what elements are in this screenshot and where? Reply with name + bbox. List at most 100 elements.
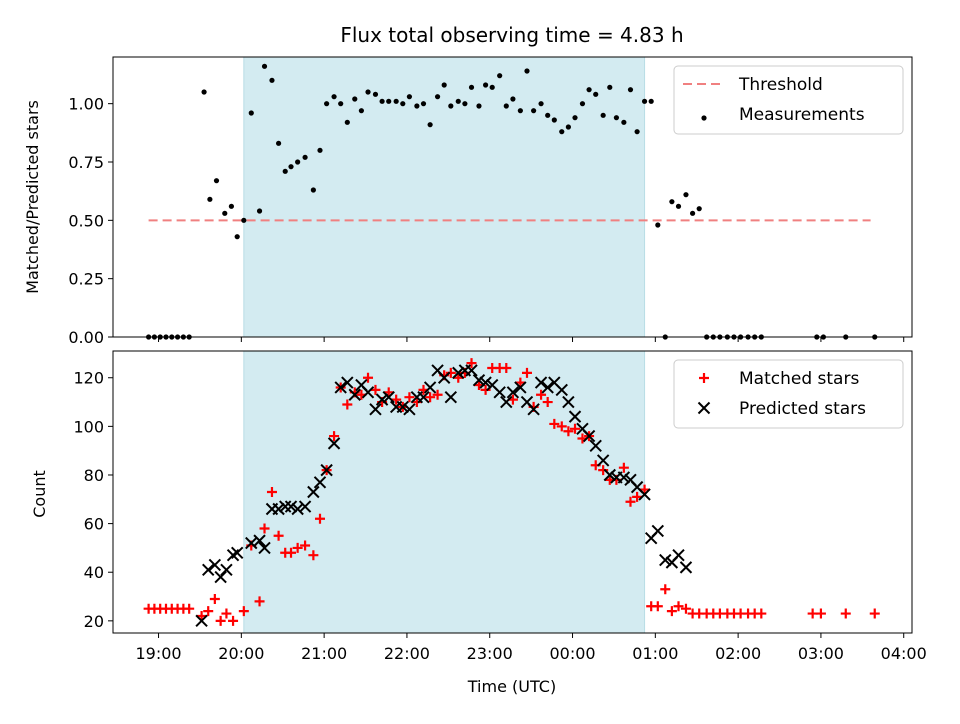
measurement-point xyxy=(207,196,213,202)
x-tick-label: 02:00 xyxy=(715,644,761,663)
matched-stars-point xyxy=(666,606,677,617)
predicted-stars-point xyxy=(452,366,465,380)
measurement-point xyxy=(295,159,301,165)
panel-1: 20 40 60 80 100 120 19:00 20:00 21:00 22:00 23:00 0… xyxy=(73,350,927,663)
measurement-point xyxy=(468,84,475,90)
matched-stars-point xyxy=(215,615,226,626)
measurement-point xyxy=(538,101,544,107)
predicted-stars-point xyxy=(334,381,347,394)
predicted-stars-point xyxy=(245,536,258,550)
measurement-point xyxy=(510,96,516,102)
predicted-stars-point xyxy=(320,463,333,477)
measurement-point xyxy=(648,98,654,104)
x-tick-label: 22:00 xyxy=(384,644,430,663)
matched-stars-point xyxy=(266,487,277,497)
matched-stars-point xyxy=(314,513,325,524)
measurement-point xyxy=(393,98,399,104)
y-tick-label: 0.75 xyxy=(68,153,104,172)
measurement-point xyxy=(222,210,228,216)
legend-measurement-swatch xyxy=(701,115,707,121)
measurement-point xyxy=(627,87,634,93)
matched-stars-point xyxy=(411,397,422,408)
predicted-stars-point xyxy=(313,476,327,489)
predicted-stars-point xyxy=(659,553,672,567)
matched-stars-point xyxy=(329,431,340,442)
measurement-point xyxy=(545,112,551,118)
measurement-point xyxy=(441,82,447,88)
measurement-point xyxy=(621,119,627,125)
x-tick-label: 23:00 xyxy=(467,644,513,663)
matched-stars-point xyxy=(480,384,491,395)
matched-stars-point xyxy=(570,423,581,434)
measurement-point xyxy=(462,101,468,107)
matched-stars-point xyxy=(286,547,297,558)
measurement-point xyxy=(497,73,503,79)
matched-stars-point xyxy=(869,608,880,619)
matched-stars-point xyxy=(453,372,464,383)
observing-span-shade xyxy=(243,350,646,634)
predicted-stars-point xyxy=(375,393,389,406)
predicted-stars-point xyxy=(279,500,292,513)
measurement-point xyxy=(358,108,364,114)
matched-stars-point xyxy=(238,606,249,617)
measurement-point xyxy=(201,89,207,95)
measurement-point xyxy=(302,154,308,160)
matched-stars-point xyxy=(391,394,402,405)
measurement-point xyxy=(241,217,247,223)
predicted-stars-point xyxy=(258,541,271,555)
matched-stars-point xyxy=(660,584,671,595)
matched-stars-point xyxy=(363,372,374,383)
measurement-point xyxy=(434,94,441,100)
measurement-point xyxy=(593,91,599,97)
matched-stars-point xyxy=(815,608,826,619)
matched-stars-point xyxy=(228,615,239,626)
y-tick-label: 40 xyxy=(84,563,104,582)
predicted-stars-point xyxy=(348,388,361,401)
top-panel-y-axis-label: Matched/Predicted stars xyxy=(23,100,42,294)
measurement-point xyxy=(228,203,235,209)
measurement-point xyxy=(448,103,454,109)
legend-entry: Measurements xyxy=(739,105,865,125)
measurement-point xyxy=(613,115,620,121)
predicted-stars-point xyxy=(369,403,382,416)
predicted-stars-point xyxy=(327,437,341,450)
x-tick-label: 03:00 xyxy=(798,644,844,663)
measurement-point xyxy=(559,129,565,135)
y-tick-label: 100 xyxy=(73,417,104,436)
matched-stars-point xyxy=(209,593,220,604)
panel-0: 0.00 0.25 0.50 0.75 1.00 Threshold Measurement… xyxy=(68,56,913,347)
matched-stars-point xyxy=(625,496,636,507)
predicted-stars-point xyxy=(382,390,395,404)
matched-stars-point xyxy=(273,530,284,541)
legend-entry: Threshold xyxy=(738,75,823,95)
measurement-point xyxy=(669,199,675,205)
matched-stars-point xyxy=(563,426,574,437)
x-tick-label: 20:00 xyxy=(218,644,264,663)
y-tick-label: 1.00 xyxy=(68,95,104,114)
measurement-point xyxy=(261,63,268,69)
measurement-point xyxy=(213,178,220,184)
matched-stars-point xyxy=(673,601,684,612)
matched-stars-point xyxy=(632,491,643,502)
measurement-point xyxy=(324,101,330,107)
predicted-stars-point xyxy=(534,376,548,389)
measurement-point xyxy=(517,108,523,114)
measurement-point xyxy=(427,122,433,128)
y-tick-label: 0.25 xyxy=(68,270,104,289)
matched-stars-point xyxy=(404,392,415,403)
x-tick-label: 21:00 xyxy=(301,644,347,663)
matched-stars-point xyxy=(515,377,526,388)
measurement-point xyxy=(565,124,571,130)
matched-stars-point xyxy=(680,603,691,614)
matched-stars-point xyxy=(466,358,477,369)
measurement-point xyxy=(379,98,385,104)
predicted-stars-point xyxy=(555,383,568,397)
measurement-point xyxy=(524,68,530,74)
predicted-stars-point xyxy=(341,376,354,389)
measurement-point xyxy=(275,140,282,146)
matched-stars-point xyxy=(383,387,394,398)
measurement-point xyxy=(586,87,592,93)
predicted-stars-point xyxy=(291,502,304,516)
measurement-point xyxy=(482,82,489,88)
predicted-stars-point xyxy=(253,534,266,547)
